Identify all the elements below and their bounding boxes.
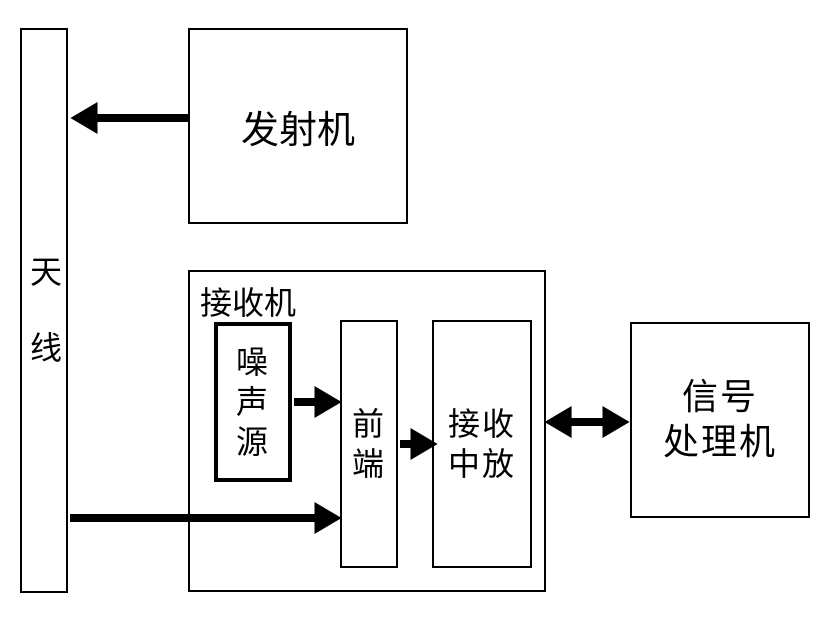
edges-layer <box>0 0 838 621</box>
